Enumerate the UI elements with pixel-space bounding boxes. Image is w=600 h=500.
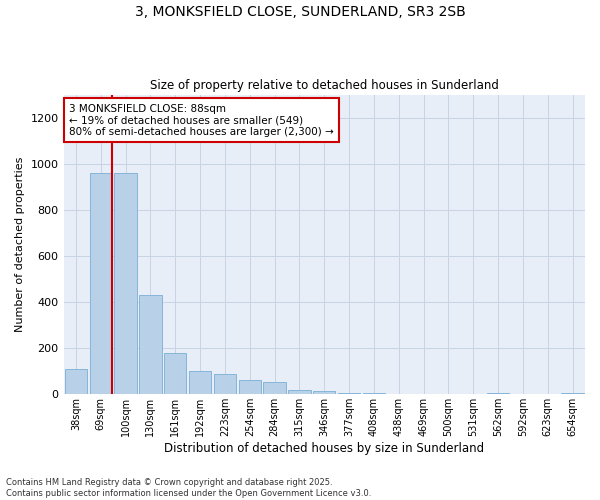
Title: Size of property relative to detached houses in Sunderland: Size of property relative to detached ho… bbox=[150, 79, 499, 92]
Bar bbox=[189, 371, 211, 394]
Bar bbox=[263, 382, 286, 394]
Bar bbox=[338, 393, 360, 394]
Bar bbox=[89, 173, 112, 394]
Bar bbox=[363, 393, 385, 394]
Bar bbox=[288, 390, 311, 394]
Bar bbox=[65, 369, 87, 394]
Bar bbox=[139, 295, 161, 394]
Bar bbox=[239, 380, 261, 394]
Bar bbox=[214, 374, 236, 394]
Text: 3, MONKSFIELD CLOSE, SUNDERLAND, SR3 2SB: 3, MONKSFIELD CLOSE, SUNDERLAND, SR3 2SB bbox=[134, 5, 466, 19]
Text: Contains HM Land Registry data © Crown copyright and database right 2025.
Contai: Contains HM Land Registry data © Crown c… bbox=[6, 478, 371, 498]
Bar bbox=[164, 353, 187, 395]
Bar bbox=[487, 393, 509, 394]
Bar bbox=[313, 391, 335, 394]
Text: 3 MONKSFIELD CLOSE: 88sqm
← 19% of detached houses are smaller (549)
80% of semi: 3 MONKSFIELD CLOSE: 88sqm ← 19% of detac… bbox=[69, 104, 334, 136]
Bar bbox=[562, 393, 584, 394]
Bar bbox=[115, 173, 137, 394]
Y-axis label: Number of detached properties: Number of detached properties bbox=[15, 156, 25, 332]
X-axis label: Distribution of detached houses by size in Sunderland: Distribution of detached houses by size … bbox=[164, 442, 484, 455]
